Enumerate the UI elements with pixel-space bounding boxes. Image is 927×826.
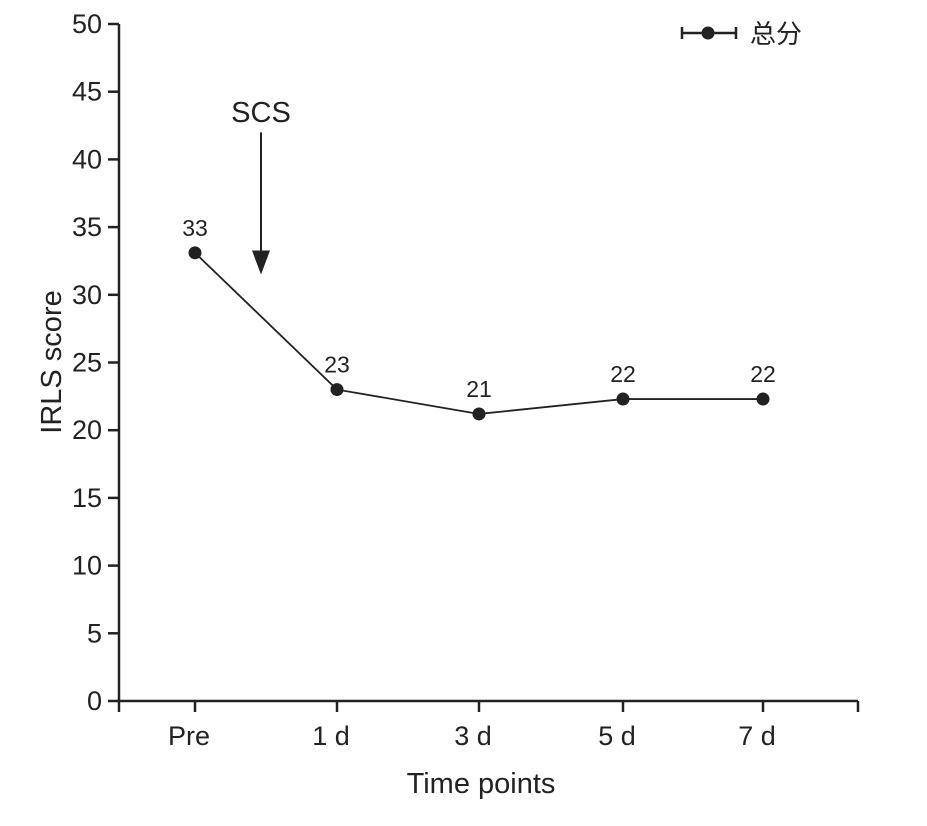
scs-annotation: SCS	[231, 97, 291, 275]
data-point	[756, 392, 770, 406]
x-tick-label: 7 d	[738, 721, 776, 751]
data-label: 21	[466, 376, 492, 402]
x-tick-label: 5 d	[598, 721, 636, 751]
y-tick-label: 25	[72, 348, 102, 378]
data-point	[188, 246, 202, 260]
data-label: 22	[610, 361, 636, 387]
x-axis: Pre 1 d 3 d 5 d 7 d	[117, 699, 860, 751]
x-tick-label: Pre	[168, 721, 210, 751]
y-tick-label: 0	[87, 686, 102, 716]
y-tick-label: 35	[72, 212, 102, 242]
scs-annotation-label: SCS	[231, 97, 291, 129]
data-label: 33	[182, 215, 208, 241]
data-point	[616, 392, 630, 406]
data-point	[472, 407, 486, 421]
x-tick-label: 3 d	[454, 721, 492, 751]
y-tick-label: 30	[72, 280, 102, 310]
y-tick-label: 10	[72, 551, 102, 581]
y-axis-title: IRLS score	[36, 290, 68, 433]
data-label: 22	[750, 361, 776, 387]
y-axis: 0 5 10 15 20 25 30 35 40 45 50	[72, 9, 121, 716]
y-tick-label: 50	[72, 9, 102, 39]
scs-arrow-head	[252, 250, 270, 275]
legend-label: 总分	[750, 20, 802, 50]
data-label: 23	[324, 352, 350, 378]
legend: 总分	[680, 20, 802, 50]
y-tick-label: 40	[72, 144, 102, 174]
y-tick-label: 45	[72, 77, 102, 107]
series-total-score: 33 23 21 22 22	[182, 215, 776, 421]
y-tick-label: 15	[72, 483, 102, 513]
y-tick-label: 5	[87, 618, 102, 648]
x-tick-label: 1 d	[312, 721, 350, 751]
data-point	[330, 383, 344, 397]
legend-marker	[701, 26, 715, 40]
y-tick-label: 20	[72, 415, 102, 445]
x-axis-title: Time points	[407, 768, 556, 800]
